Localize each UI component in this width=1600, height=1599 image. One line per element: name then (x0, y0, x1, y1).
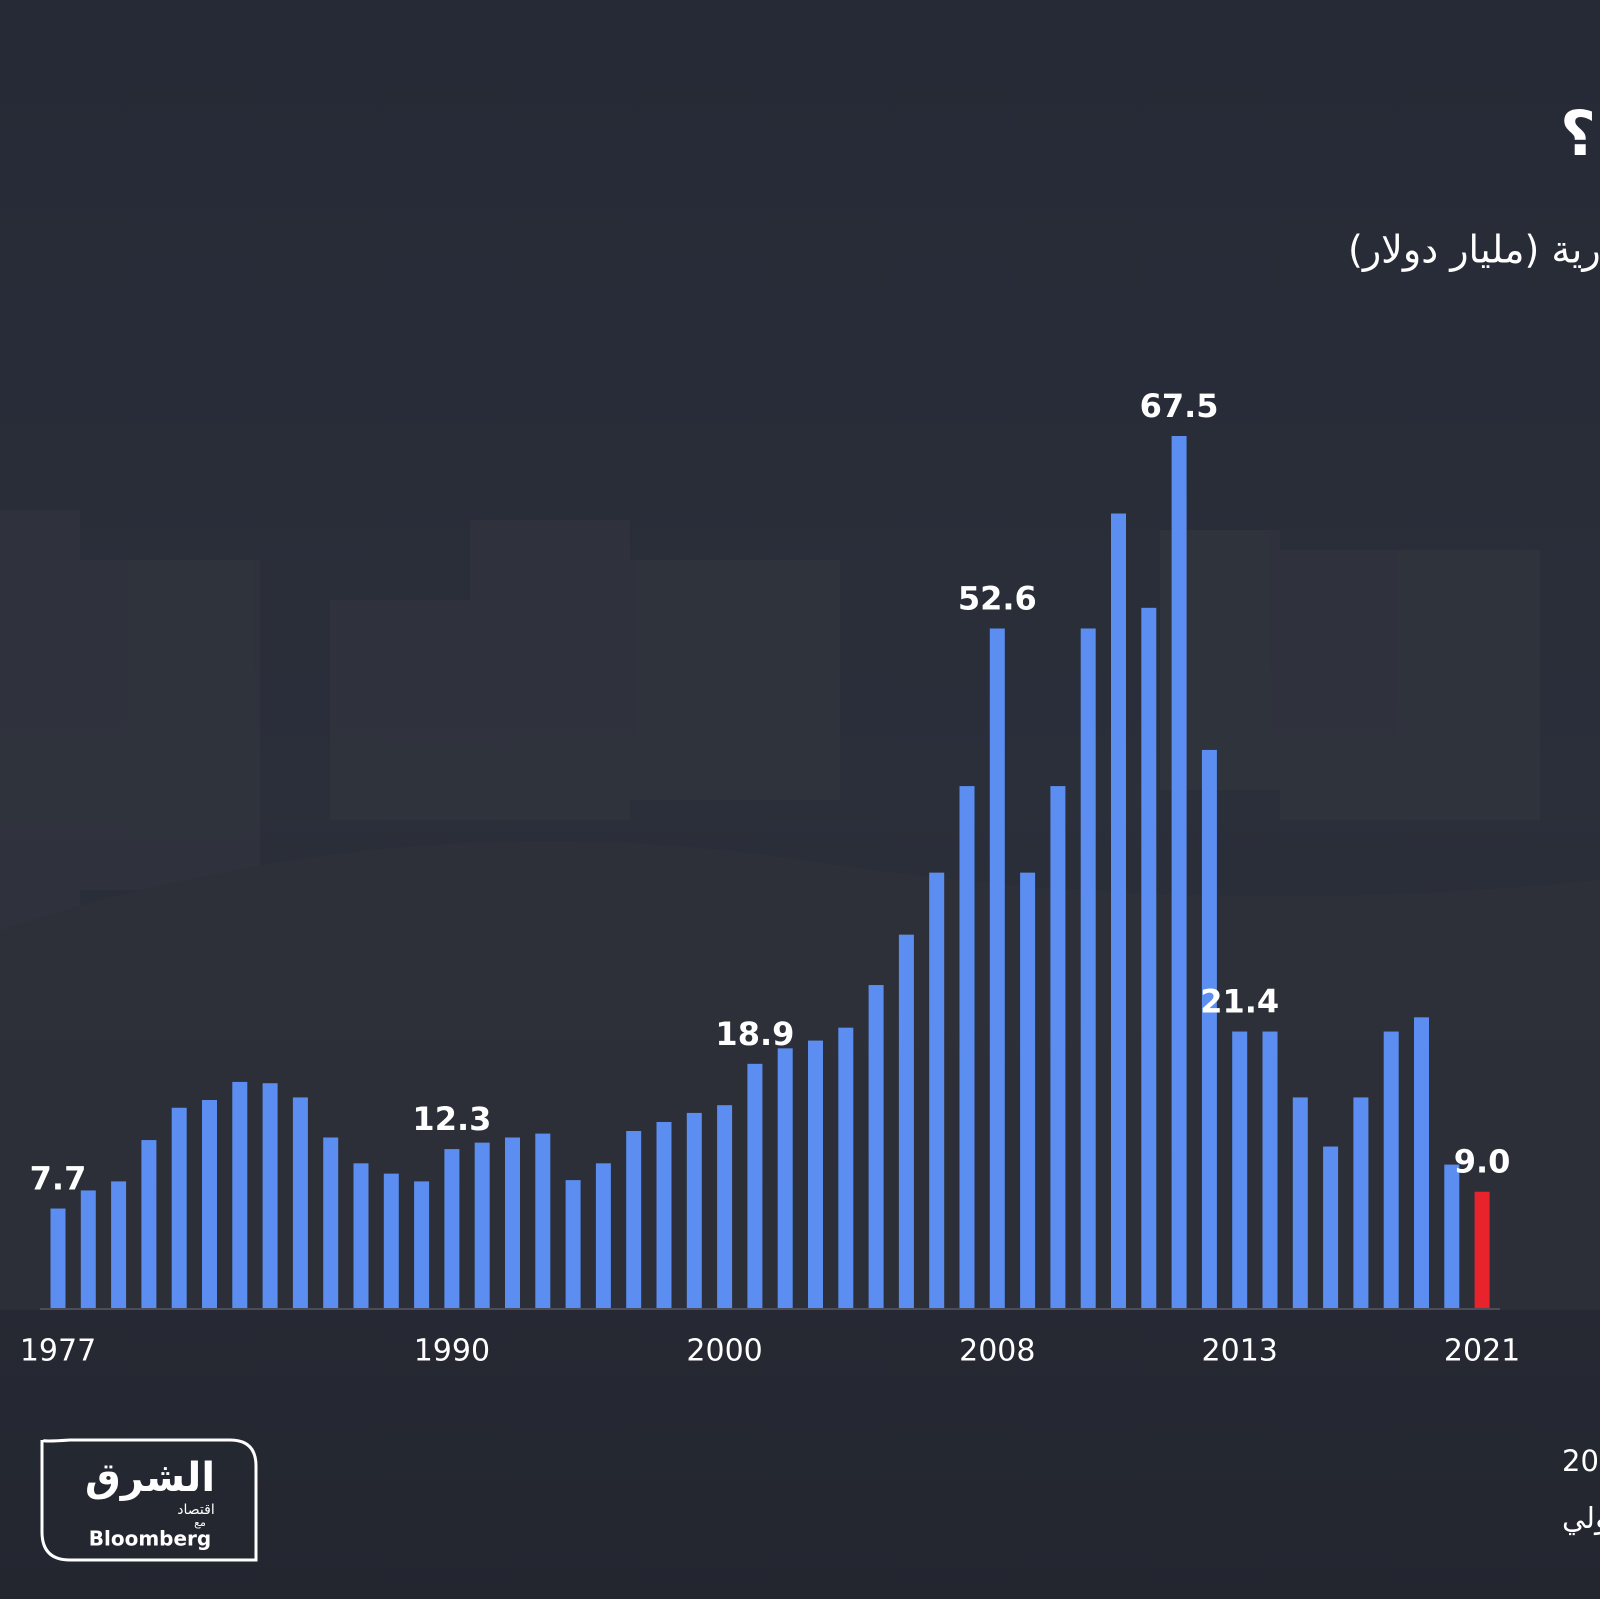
bar (1232, 1031, 1248, 1308)
bar (353, 1163, 369, 1308)
bar (686, 1112, 702, 1308)
x-tick-label: 1977 (20, 1334, 96, 1369)
x-tick-label: 2000 (686, 1334, 762, 1369)
bar (777, 1048, 793, 1308)
bar (505, 1137, 520, 1308)
bar (1353, 1097, 1369, 1308)
logo-name: الشرق (85, 1455, 215, 1501)
bar (141, 1140, 157, 1308)
bar (323, 1137, 339, 1308)
bar (1262, 1031, 1278, 1308)
bar (1020, 872, 1036, 1308)
logo-frame (40, 1438, 258, 1562)
chart-title: هل يعود اقتصاد سوريا إلى الازدهار مجددا؟ (1560, 97, 1600, 170)
bar (1292, 1097, 1308, 1308)
bar (202, 1100, 217, 1308)
value-label: 7.7 (30, 1160, 87, 1198)
logo-partner: Bloomberg (89, 1527, 211, 1551)
note: ملاحظة: البيانات المتاحة حتى عام 2021 (1562, 1444, 1600, 1478)
x-tick-label: 1990 (414, 1334, 490, 1369)
bar (262, 1083, 278, 1308)
bar (868, 985, 884, 1308)
bar (414, 1181, 430, 1308)
bar (565, 1180, 581, 1308)
bar (959, 786, 975, 1308)
bar (1171, 436, 1187, 1308)
bar (1050, 786, 1066, 1308)
bar (1444, 1164, 1460, 1308)
logo-with: مع (194, 1516, 206, 1529)
bar (171, 1107, 187, 1308)
x-tick-label: 2008 (959, 1334, 1035, 1369)
value-label: 9.0 (1454, 1143, 1511, 1181)
bar (838, 1027, 854, 1308)
city-silhouette (0, 510, 1600, 1310)
logo-section: اقتصاد (177, 1502, 214, 1518)
bar (50, 1208, 66, 1308)
bar (1141, 607, 1157, 1308)
x-tick-label: 2021 (1444, 1334, 1520, 1369)
bar (444, 1149, 460, 1308)
bar (1080, 628, 1096, 1308)
x-tick-label: 2013 (1202, 1334, 1278, 1369)
bar (535, 1133, 551, 1308)
bar (747, 1063, 763, 1308)
bar (717, 1105, 733, 1308)
bar (1323, 1146, 1339, 1308)
bar (989, 628, 1005, 1308)
bar (626, 1131, 642, 1308)
logo: الشرق اقتصاد مع Bloomberg (40, 1438, 258, 1562)
source: المصدر: بيانات البنك الدولي (1562, 1501, 1600, 1536)
bar (232, 1081, 248, 1308)
value-label: 12.3 (412, 1100, 491, 1138)
bar (1414, 1017, 1429, 1308)
bar (292, 1097, 308, 1308)
bar (898, 934, 914, 1308)
value-label: 67.5 (1140, 387, 1219, 425)
value-label: 21.4 (1200, 983, 1279, 1021)
bar (1111, 513, 1126, 1308)
bar (1201, 749, 1217, 1308)
bar (808, 1040, 823, 1308)
bar (80, 1190, 96, 1308)
chart-subtitle: الناتج المحلي الإجمالي بالأسعار الجارية … (1348, 226, 1600, 273)
bar (383, 1173, 399, 1308)
value-label: 52.6 (958, 579, 1037, 617)
bar (474, 1142, 490, 1308)
bar (1474, 1191, 1490, 1308)
bar (1383, 1031, 1399, 1308)
bar (595, 1163, 611, 1308)
value-label: 18.9 (715, 1015, 794, 1053)
bar (656, 1121, 672, 1308)
bar (929, 872, 945, 1308)
bar (111, 1181, 127, 1308)
